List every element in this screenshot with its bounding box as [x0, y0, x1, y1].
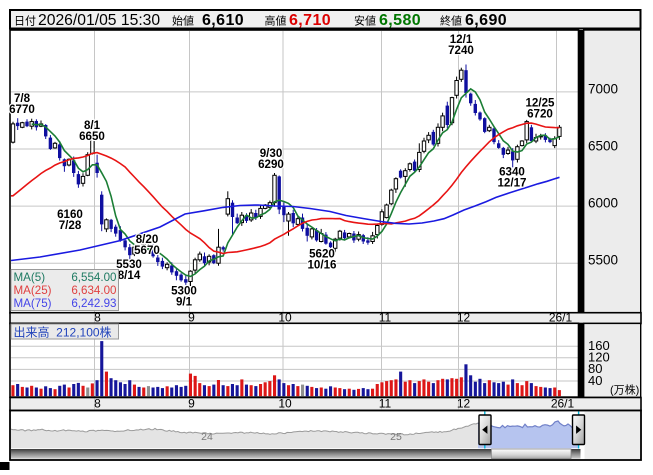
svg-text:6500: 6500 — [588, 139, 618, 154]
svg-text:11: 11 — [379, 397, 392, 411]
svg-text:10/16: 10/16 — [307, 258, 337, 271]
svg-text:12: 12 — [457, 397, 471, 411]
svg-text:出来高 212,100株: 出来高 212,100株 — [14, 325, 112, 340]
svg-text:24: 24 — [201, 431, 213, 443]
svg-text:6290: 6290 — [258, 158, 284, 171]
svg-text:11: 11 — [379, 311, 392, 325]
svg-text:5670: 5670 — [134, 244, 160, 257]
svg-text:6650: 6650 — [79, 130, 105, 143]
svg-text:始値: 始値 — [172, 14, 194, 28]
svg-text:120: 120 — [588, 350, 610, 365]
svg-text:26/1: 26/1 — [549, 311, 573, 325]
svg-text:8/20: 8/20 — [136, 233, 159, 246]
svg-text:6770: 6770 — [9, 103, 35, 116]
svg-text:5300: 5300 — [171, 285, 197, 298]
svg-text:9: 9 — [188, 311, 195, 325]
svg-text:12: 12 — [457, 311, 471, 325]
svg-text:8: 8 — [94, 397, 101, 411]
svg-text:7240: 7240 — [448, 44, 474, 57]
svg-text:5500: 5500 — [588, 253, 618, 268]
svg-text:8/1: 8/1 — [84, 119, 101, 132]
svg-text:6720: 6720 — [527, 107, 553, 120]
svg-text:MA(75): MA(75) — [14, 297, 52, 310]
svg-text:10: 10 — [278, 311, 292, 325]
svg-text:6000: 6000 — [588, 196, 618, 211]
svg-text:12/1: 12/1 — [450, 33, 473, 46]
svg-text:6,242.93: 6,242.93 — [71, 297, 116, 310]
svg-text:6,554.00: 6,554.00 — [71, 271, 116, 284]
svg-text:(万株): (万株) — [610, 383, 639, 397]
svg-text:6340: 6340 — [499, 166, 525, 179]
svg-text:5530: 5530 — [116, 258, 142, 271]
svg-text:7/28: 7/28 — [59, 219, 82, 232]
svg-text:12/17: 12/17 — [497, 176, 526, 189]
svg-text:6160: 6160 — [57, 208, 83, 221]
svg-text:25: 25 — [390, 431, 402, 443]
svg-text:6,610: 6,610 — [202, 12, 244, 29]
svg-text:26/1: 26/1 — [551, 397, 575, 411]
svg-text:2026/01/05 15:30: 2026/01/05 15:30 — [38, 12, 160, 29]
svg-text:6,690: 6,690 — [465, 12, 507, 29]
svg-text:8: 8 — [94, 311, 101, 325]
svg-text:8/14: 8/14 — [118, 269, 141, 282]
svg-text:12/25: 12/25 — [525, 97, 555, 110]
svg-text:MA(5): MA(5) — [14, 271, 46, 284]
svg-text:9/1: 9/1 — [176, 295, 193, 308]
svg-text:高値: 高値 — [265, 14, 287, 28]
svg-text:MA(25): MA(25) — [14, 284, 52, 297]
svg-text:6,580: 6,580 — [379, 12, 421, 29]
svg-text:9: 9 — [188, 397, 195, 411]
svg-text:安値: 安値 — [354, 14, 376, 28]
svg-text:6,710: 6,710 — [289, 12, 331, 29]
svg-text:10: 10 — [278, 397, 292, 411]
svg-text:5620: 5620 — [309, 248, 335, 261]
svg-text:40: 40 — [588, 373, 602, 388]
svg-text:終値: 終値 — [440, 14, 462, 28]
svg-text:80: 80 — [588, 361, 602, 376]
svg-text:6,634.00: 6,634.00 — [71, 284, 116, 297]
svg-text:160: 160 — [588, 338, 610, 353]
svg-text:日付: 日付 — [14, 15, 36, 28]
svg-text:7000: 7000 — [588, 81, 618, 96]
svg-text:7/8: 7/8 — [14, 92, 31, 105]
svg-text:9/30: 9/30 — [260, 147, 283, 160]
